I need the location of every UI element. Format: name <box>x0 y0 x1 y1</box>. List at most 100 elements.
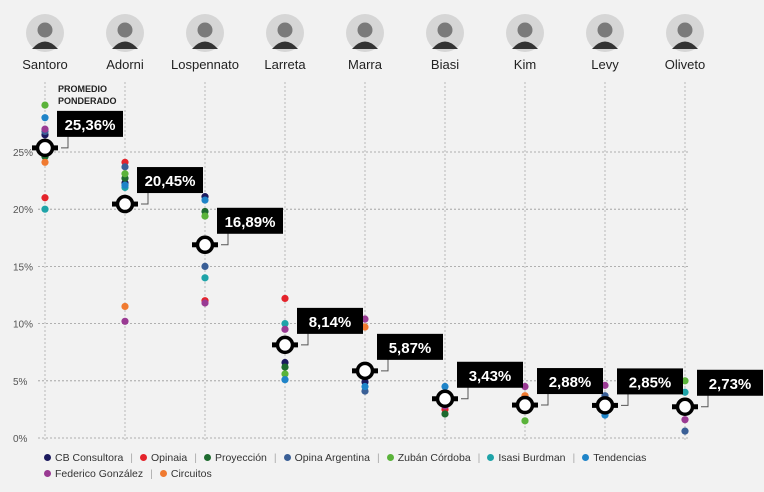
candidate-name: Lospennato <box>171 57 239 72</box>
legend-label: Federico González <box>55 468 144 480</box>
data-point-isasi-burdman <box>201 274 209 282</box>
legend-item: CB Consultora <box>44 450 123 466</box>
legend-separator: | <box>273 452 277 464</box>
y-tick-label: 15% <box>13 262 33 273</box>
legend-dot-icon <box>140 454 148 461</box>
data-point-zub-n-c-rdoba <box>41 101 49 109</box>
average-marker <box>35 138 55 158</box>
legend-item: Tendencias <box>582 450 646 466</box>
legend-item: Opina Argentina <box>283 450 370 466</box>
average-marker <box>515 395 535 415</box>
annotation-promedio-ponderado: PONDERADO <box>58 96 117 106</box>
legend-separator: | <box>150 468 153 480</box>
average-label: 8,14% <box>309 314 352 331</box>
candidate-photo-body <box>512 41 538 49</box>
annotation-promedio-ponderado: PROMEDIO <box>58 84 107 94</box>
candidate-photo-body <box>672 41 698 49</box>
legend-label: Opina Argentina <box>294 452 370 464</box>
legend-separator: | <box>376 452 380 464</box>
label-connector <box>381 358 389 372</box>
average-label-box <box>457 361 523 388</box>
label-connector <box>461 386 469 400</box>
data-point-isasi-burdman <box>281 320 289 328</box>
legend-dot-icon <box>203 454 211 461</box>
average-label: 2,88% <box>549 374 592 391</box>
legend-label: Isasi Burdman <box>498 452 566 464</box>
average-label-box <box>697 369 763 396</box>
y-tick-label: 10% <box>13 320 33 331</box>
data-point-zub-n-c-rdoba <box>521 417 529 425</box>
data-point-tendencias <box>41 114 49 122</box>
average-label-box <box>217 207 283 234</box>
data-point-zub-n-c-rdoba <box>121 170 129 178</box>
candidate-photo-head <box>357 22 373 38</box>
data-point-circuitos <box>121 302 129 311</box>
data-point-tendencias <box>441 382 449 391</box>
data-point-tendencias <box>361 382 369 391</box>
candidate-photo-body <box>112 41 138 49</box>
candidate-photo-head <box>197 22 213 38</box>
data-point-opina-argentina <box>201 262 209 270</box>
legend-dot-icon <box>283 454 291 461</box>
average-label-box <box>377 333 443 360</box>
legend-item: Circuitos <box>159 466 212 482</box>
average-label: 5,87% <box>389 340 432 357</box>
data-point-federico-gonz-lez <box>681 416 689 424</box>
data-point-isasi-burdman <box>681 388 689 396</box>
data-point-federico-gonz-lez <box>521 382 529 391</box>
data-point-isasi-burdman <box>41 205 49 213</box>
data-point-federico-gonz-lez <box>121 317 129 325</box>
legend-label: Proyección <box>214 452 267 464</box>
average-label-box <box>537 368 603 395</box>
candidate-name: Adorni <box>106 57 144 72</box>
average-label-box <box>57 110 123 137</box>
average-label-box <box>617 368 683 395</box>
average-label-box <box>137 167 203 194</box>
legend-separator: | <box>572 452 576 464</box>
candidate-photo-head <box>517 22 533 38</box>
average-marker <box>275 335 295 355</box>
data-point-opinaia <box>281 294 289 303</box>
average-marker <box>675 397 695 417</box>
y-tick-label: 25% <box>13 148 33 159</box>
label-connector <box>541 393 549 406</box>
data-point-federico-gonz-lez <box>601 381 609 389</box>
legend-item: Proyección <box>203 450 267 466</box>
data-point-federico-gonz-lez <box>41 125 49 133</box>
data-point-opinaia <box>41 194 49 202</box>
candidate-name: Kim <box>514 57 536 72</box>
data-point-federico-gonz-lez <box>201 299 209 307</box>
candidate-name: Marra <box>348 57 383 72</box>
label-connector <box>61 135 69 149</box>
data-point-zub-n-c-rdoba <box>681 377 689 385</box>
candidate-photo-head <box>277 22 293 38</box>
candidate-photo-body <box>192 41 218 49</box>
data-point-opina-argentina <box>681 427 689 435</box>
average-label-box <box>297 307 363 334</box>
data-point-tendencias <box>121 181 129 189</box>
data-point-federico-gonz-lez <box>361 315 369 323</box>
legend-separator: | <box>477 452 481 464</box>
legend-dot-icon <box>386 454 394 461</box>
label-connector <box>701 394 709 408</box>
legend-item: Zubán Córdoba <box>386 450 471 466</box>
candidate-name: Levy <box>591 57 619 72</box>
average-label: 16,89% <box>225 214 276 231</box>
label-connector <box>141 192 149 205</box>
average-marker <box>355 361 375 381</box>
average-marker <box>115 194 135 214</box>
candidate-photo-head <box>437 22 453 38</box>
legend-label: Tendencias <box>593 452 647 464</box>
y-tick-label: 20% <box>13 205 33 216</box>
data-point-circuitos <box>41 158 49 166</box>
legend-dot-icon <box>44 470 51 477</box>
data-point-proyecci-n <box>441 410 449 418</box>
average-label: 3,43% <box>469 368 512 385</box>
candidate-photo-head <box>37 22 53 38</box>
data-point-circuitos <box>361 323 369 331</box>
data-point-proyecci-n <box>281 363 289 371</box>
legend: CB Consultora | Opinaia | Proyección | Opina A… <box>44 450 684 482</box>
label-connector <box>221 232 229 246</box>
candidate-name: Biasi <box>431 57 459 72</box>
candidate-name: Oliveto <box>665 57 705 72</box>
